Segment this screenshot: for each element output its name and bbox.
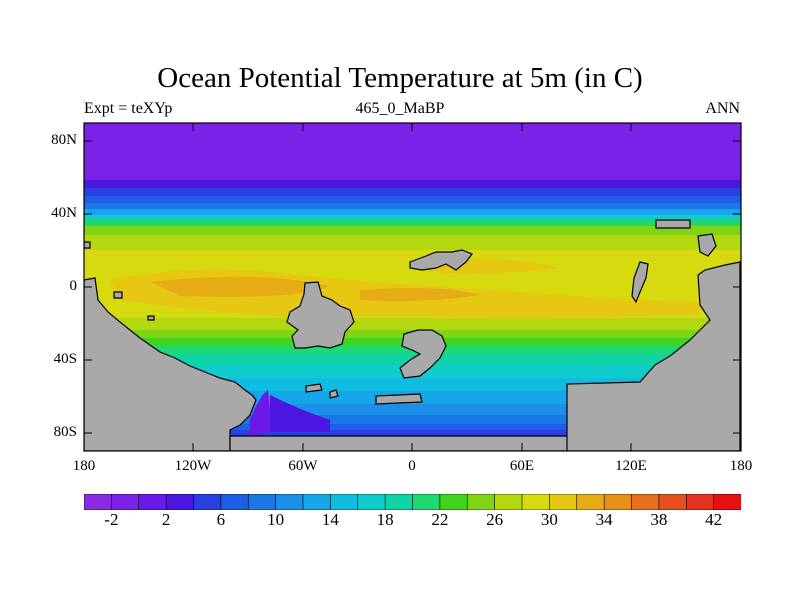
- colorbar-label: 42: [705, 510, 723, 529]
- axis-ticks: [84, 123, 741, 451]
- colorbar-swatch: [247, 494, 277, 510]
- colorbar: [84, 494, 741, 510]
- colorbar-label: 6: [216, 510, 226, 529]
- colorbar-swatch: [302, 494, 332, 510]
- lon-tick-60w: 60W: [288, 458, 318, 474]
- time-slice-label: 465_0_MaBP: [355, 100, 445, 117]
- colorbar-swatch: [713, 494, 741, 510]
- colorbar-swatch: [658, 494, 688, 510]
- lon-tick-120w: 120W: [174, 458, 212, 474]
- colorbar-swatch: [603, 494, 633, 510]
- lat-tick-80s: 80S: [53, 424, 77, 440]
- colorbar-swatch: [412, 494, 441, 510]
- lon-tick-0: 0: [408, 458, 416, 474]
- colorbar-swatch: [439, 494, 469, 510]
- colorbar-swatch: [330, 494, 359, 510]
- colorbar-swatch: [84, 494, 113, 510]
- lon-tick-120e: 120E: [615, 458, 647, 474]
- colorbar-label: 38: [650, 510, 668, 529]
- colorbar-swatch: [685, 494, 715, 510]
- colorbar-swatch: [384, 494, 414, 510]
- colorbar-label: 2: [161, 510, 171, 529]
- colorbar-swatch: [220, 494, 250, 510]
- colorbar-swatch: [521, 494, 551, 510]
- colorbar-label: 10: [267, 510, 285, 529]
- lon-tick-180e: 180: [729, 458, 753, 474]
- land-masses: [84, 219, 741, 451]
- colorbar-swatch: [357, 494, 386, 510]
- colorbar-label: 34: [595, 510, 613, 529]
- colorbar-swatch: [549, 494, 578, 510]
- colorbar-label: 30: [540, 510, 558, 529]
- experiment-label: Expt = teXYp: [84, 100, 173, 117]
- map-title: Ocean Potential Temperature at 5m (in C): [157, 62, 643, 94]
- lat-tick-40n: 40N: [51, 205, 77, 221]
- season-label: ANN: [705, 100, 740, 117]
- colorbar-label: 14: [321, 510, 339, 529]
- lat-tick-80n: 80N: [51, 132, 77, 148]
- lon-tick-60e: 60E: [509, 458, 535, 474]
- colorbar-swatch: [165, 494, 195, 510]
- temperature-field: [84, 123, 741, 451]
- colorbar-swatch: [111, 494, 140, 510]
- colorbar-swatch: [193, 494, 222, 510]
- colorbar-label: 18: [376, 510, 394, 529]
- colorbar-swatch: [576, 494, 605, 510]
- colorbar-swatch: [138, 494, 167, 510]
- lon-tick-180w: 180: [72, 458, 96, 474]
- colorbar-swatch: [631, 494, 660, 510]
- colorbar-swatch: [494, 494, 523, 510]
- lat-tick-40s: 40S: [53, 351, 77, 367]
- lat-tick-0: 0: [69, 278, 78, 294]
- colorbar-swatch: [466, 494, 496, 510]
- colorbar-label: 26: [486, 510, 504, 529]
- colorbar-label: -2: [104, 510, 119, 529]
- colorbar-swatch: [275, 494, 304, 510]
- colorbar-label: 22: [431, 510, 449, 529]
